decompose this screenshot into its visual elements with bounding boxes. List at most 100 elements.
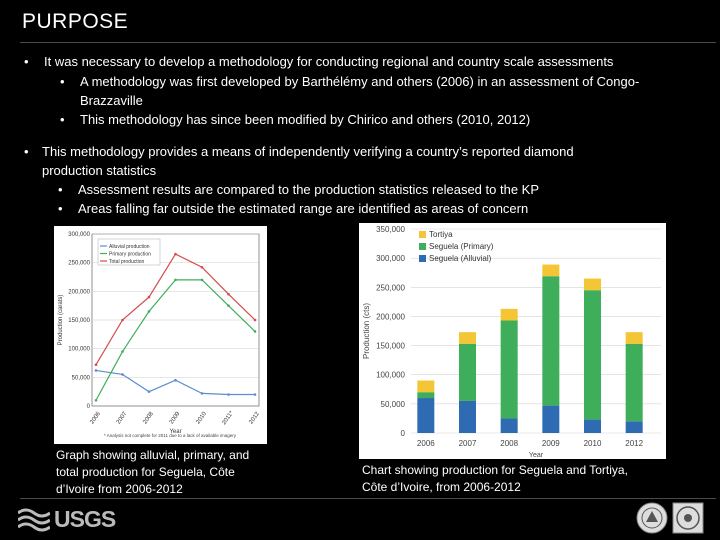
bullet-1: • It was necessary to develop a methodol… [24, 52, 613, 71]
x-tick-label: 2012 [625, 439, 643, 448]
y-tick-label: 300,000 [376, 254, 405, 263]
bar-segment [459, 343, 476, 401]
y-tick-label: 100,000 [376, 371, 405, 380]
data-point [174, 378, 177, 382]
bullet-2: • This methodology provides a means of i… [24, 142, 574, 161]
bullet-dot: • [24, 144, 29, 159]
bar-segment [500, 418, 518, 433]
bar-segment [625, 332, 643, 344]
legend-swatch [419, 243, 426, 250]
x-tick-label: 2008 [500, 439, 518, 448]
y-tick-label: 50,000 [72, 375, 91, 381]
right-caption: Chart showing production for Seguela and… [362, 462, 628, 496]
bullet-1-sub-1-text: A methodology was first developed by Bar… [80, 74, 640, 89]
y-tick-label: 100,000 [68, 347, 90, 353]
agency-seal-icon [672, 502, 704, 534]
data-point [227, 292, 230, 296]
series-line [95, 253, 256, 366]
bullet-dot: • [24, 54, 29, 69]
bar-segment [459, 400, 476, 433]
y-tick-label: 350,000 [376, 225, 405, 234]
bar-segment [584, 419, 601, 433]
legend-label: Total production [109, 259, 145, 265]
bullet-2-text: This methodology provides a means of ind… [42, 144, 574, 159]
bullet-dot: • [60, 112, 65, 127]
data-point [94, 369, 98, 372]
x-tick-label: 2009 [542, 439, 560, 448]
right-caption-line: Chart showing production for Seguela and… [362, 463, 628, 477]
data-point [94, 363, 98, 367]
bullet-2-text-continued: production statistics [42, 163, 157, 178]
left-caption-line: d’Ivoire from 2006-2012 [56, 482, 183, 496]
y-axis-label: Production (carats) [58, 295, 64, 346]
data-point [200, 278, 204, 282]
bar-segment [459, 332, 476, 344]
bar-segment [417, 380, 435, 393]
data-point [227, 393, 230, 396]
data-point [147, 390, 151, 393]
x-tick-label: 2009 [169, 410, 182, 425]
series-line [95, 279, 256, 401]
bullet-1-sub-2: • This methodology has since been modifi… [60, 110, 530, 129]
y-tick-label: 200,000 [68, 289, 90, 295]
x-tick-label: 2010 [195, 410, 208, 425]
legend-label: Tortiya [429, 230, 453, 239]
x-tick-label: 2010 [584, 439, 602, 448]
usgs-logo-text: USGS [54, 506, 116, 532]
data-point [121, 350, 124, 353]
data-point [253, 330, 257, 333]
bar-segment [542, 264, 560, 277]
bar-segment [584, 290, 601, 420]
data-point [121, 373, 124, 376]
x-tick-label: 2007 [116, 410, 129, 425]
data-point [200, 392, 204, 395]
footnote: * Analysis not complete for 2011 due to … [104, 433, 237, 438]
data-point [147, 310, 151, 313]
y-tick-label: 0 [87, 404, 91, 410]
data-point [94, 398, 98, 402]
y-tick-label: 150,000 [376, 342, 405, 351]
title-divider [20, 42, 716, 43]
y-tick-label: 200,000 [376, 312, 405, 321]
usgs-wave-icon [18, 508, 50, 532]
left-caption: Graph showing alluvial, primary, and tot… [56, 447, 249, 498]
bullet-2-sub-2: • Areas falling far outside the estimate… [58, 199, 528, 218]
y-tick-label: 250,000 [376, 283, 405, 292]
bullet-2-sub-1: • Assessment results are compared to the… [58, 180, 539, 199]
bullet-1-sub-1: • A methodology was first developed by B… [60, 72, 639, 91]
x-tick-label: 2007 [459, 439, 477, 448]
legend-label: Seguela (Primary) [429, 242, 494, 251]
slide-title: PURPOSE [22, 10, 129, 33]
bullet-1-sub-1-continued: Brazzaville [80, 93, 143, 108]
bar-chart: 0 50,000 100,000 150,000 200,000 250,000 300,0… [362, 225, 661, 459]
data-point [121, 318, 124, 322]
legend-label: Alluvial production [109, 244, 150, 250]
bullet-1-text: It was necessary to develop a methodolog… [44, 54, 614, 69]
y-tick-label: 300,000 [68, 232, 90, 238]
bar-segment [500, 320, 518, 419]
series-line [95, 369, 255, 396]
legend-box [97, 238, 161, 266]
right-caption-line: Côte d’Ivoire, from 2006-2012 [362, 480, 521, 494]
bullet-dot: • [58, 182, 63, 197]
data-point [174, 252, 177, 256]
x-axis-label: Year [169, 429, 181, 435]
x-tick-label: 2012 [248, 410, 261, 425]
bullet-dot: • [60, 74, 65, 89]
bar-segment [417, 392, 435, 399]
legend-label: Seguela (Alluvial) [429, 254, 492, 263]
data-point [227, 304, 230, 307]
x-tick-label: 2011* [221, 410, 235, 426]
legend-label: Primary production [109, 252, 151, 258]
bullet-dot: • [58, 201, 63, 216]
y-axis-label: Production (cts) [362, 303, 371, 359]
bar-segment [542, 276, 560, 406]
bar-segment [417, 398, 435, 433]
usgs-logo: USGS [18, 505, 118, 533]
left-caption-line: Graph showing alluvial, primary, and [56, 448, 250, 462]
bullet-2-sub-1-text: Assessment results are compared to the p… [78, 182, 540, 197]
y-tick-label: 250,000 [68, 261, 90, 267]
data-point [253, 393, 257, 396]
y-tick-label: 150,000 [68, 318, 90, 324]
x-tick-label: 2006 [417, 439, 435, 448]
